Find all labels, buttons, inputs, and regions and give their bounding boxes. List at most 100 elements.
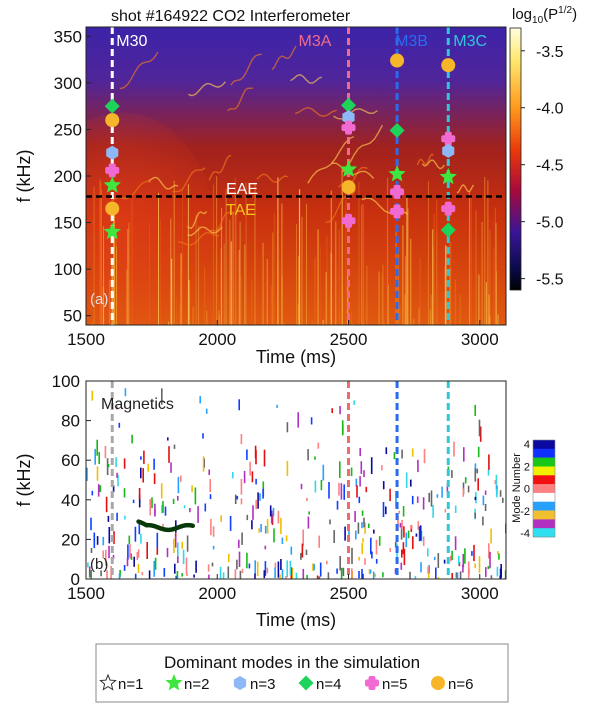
mode-scatter-mark (478, 556, 481, 573)
mode-scatter-mark (107, 464, 110, 468)
mode-scatter-mark (490, 575, 493, 579)
mode-marker-n3 (442, 143, 455, 158)
mode-scatter-mark (96, 439, 98, 456)
mode-scatter-mark (462, 564, 464, 573)
mode-scatter-mark (232, 471, 234, 479)
mode-scatter-mark (495, 488, 498, 498)
legend-marker-n4 (298, 675, 314, 691)
mode-scatter-mark (251, 520, 253, 530)
mode-scatter-mark (443, 559, 446, 564)
chirp-trace (119, 51, 159, 90)
mode-scatter-mark (258, 528, 260, 533)
mode-scatter-mark (436, 494, 439, 498)
mode-scatter-mark (176, 571, 179, 579)
mode-scatter-mark (123, 565, 126, 571)
mode-scatter-mark (266, 567, 269, 574)
mode-scatter-mark (464, 548, 466, 564)
colorbar-tick-label-a: -3.5 (536, 44, 564, 61)
mode-marker-n3 (106, 145, 119, 160)
mode-scatter-mark (185, 557, 188, 574)
mode-scatter-mark (322, 464, 325, 481)
mode-scatter-mark (489, 551, 491, 569)
mode-scatter-mark (134, 573, 137, 579)
mode-scatter-mark (141, 571, 144, 576)
mode-scatter-mark (138, 488, 141, 500)
x-axis-label-b: Time (ms) (256, 610, 336, 630)
mode-marker-n6 (390, 53, 405, 68)
mode-scatter-mark (175, 575, 177, 579)
mode-scatter-mark (124, 388, 127, 397)
mode-scatter-mark (319, 562, 322, 577)
mode-scatter-mark (274, 562, 277, 568)
mode-scatter-mark (456, 572, 459, 579)
chirp-trace (230, 53, 262, 86)
mode-scatter-mark (140, 467, 142, 479)
mode-scatter-mark (272, 507, 275, 517)
legend: Dominant modes in the simulation n=1 n=2 n… (95, 643, 509, 703)
mode-scatter-mark (381, 465, 383, 471)
mode-scatter-mark (238, 399, 240, 411)
mode-scatter-mark (361, 542, 363, 555)
axes-a: 1500 2000 2500 3000 50 100 150 200 250 300 350 (54, 27, 499, 349)
mode-scatter-mark (344, 526, 346, 541)
mode-scatter-mark (297, 412, 299, 428)
mode-scatter-mark (423, 449, 426, 464)
mode-scatter-mark (427, 566, 429, 574)
mode-scatter-mark (183, 505, 186, 509)
mode-scatter-mark (463, 447, 465, 462)
y-tick-label-a: 250 (54, 120, 82, 139)
mode-scatter-mark (211, 562, 214, 567)
mode-scatter-mark (186, 535, 189, 552)
x-tick-label-a: 2500 (330, 330, 368, 349)
mode-scatter-mark (131, 434, 133, 444)
marker-lines-b (110, 381, 450, 579)
chirp-trace (148, 176, 179, 190)
mode-scatter-mark (138, 494, 141, 508)
mode-scatter (86, 388, 506, 579)
mode-scatter-mark (382, 572, 384, 578)
colorbar-segment-b (533, 448, 555, 458)
mode-scatter-mark (274, 567, 276, 578)
mode-scatter-mark (357, 522, 360, 534)
colorbar-b: 4 2 0 -2 -4 (520, 439, 556, 540)
mode-scatter-mark (254, 445, 257, 459)
mode-scatter-mark (257, 492, 259, 509)
mode-scatter-mark (428, 492, 430, 503)
mode-scatter-mark (374, 573, 377, 577)
mode-scatter-mark (208, 469, 210, 475)
mode-marker-n5 (390, 184, 405, 199)
mode-scatter-mark (451, 550, 453, 560)
chirp-trace (187, 211, 208, 229)
mode-scatter-mark (115, 457, 117, 467)
mode-scatter-mark (341, 420, 344, 436)
chirp-trace (187, 226, 223, 237)
colorbar-tick-label-b: 0 (524, 484, 530, 496)
mode-scatter-mark (286, 560, 288, 578)
mode-scatter-mark (305, 549, 308, 555)
mode-scatter-mark (276, 404, 278, 408)
mode-scatter-mark (234, 494, 237, 504)
mode-scatter-mark (432, 504, 434, 518)
colorbar-label-a: log10(P1/2) (512, 5, 577, 26)
mode-marker-n2 (339, 160, 358, 177)
mode-marker-n4 (104, 98, 120, 114)
chirp-trace (290, 73, 323, 84)
mode-scatter-mark (143, 450, 145, 464)
mode-scatter-mark (136, 552, 139, 561)
mode-scatter-mark (427, 572, 430, 578)
mode-scatter-mark (428, 565, 430, 574)
mode-scatter-mark (454, 536, 457, 551)
mode-scatter-mark (240, 434, 243, 445)
mode-scatter-mark (180, 475, 182, 482)
mode-scatter-mark (137, 549, 140, 558)
mode-scatter-mark (403, 548, 406, 566)
legend-marker-n6 (431, 676, 445, 690)
mode-scatter-mark (405, 532, 408, 548)
y-tick-label-b: 40 (61, 491, 80, 510)
plot-background-b (86, 381, 506, 579)
mode-scatter-mark (112, 485, 115, 493)
mode-scatter-mark (498, 553, 500, 560)
mode-scatter-mark (417, 521, 420, 530)
mode-scatter-mark (487, 469, 490, 476)
